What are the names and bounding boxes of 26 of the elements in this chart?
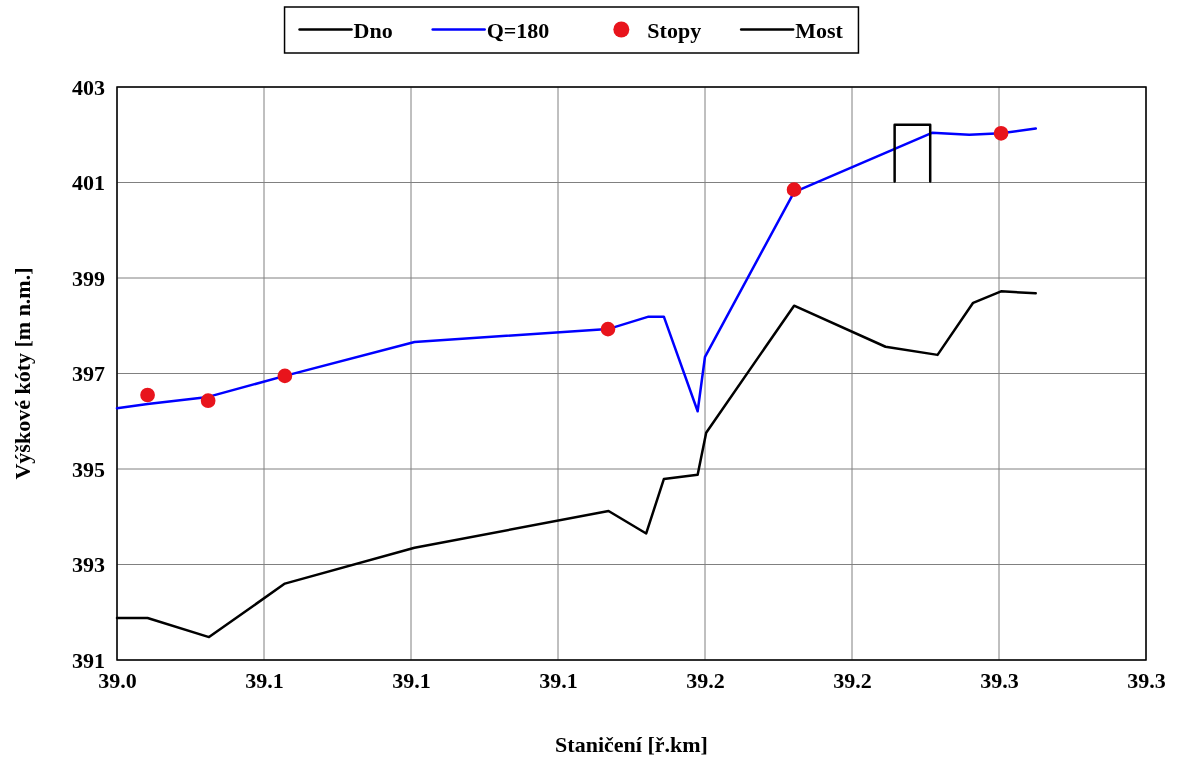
line-series	[115, 127, 1037, 413]
point	[277, 368, 293, 384]
legend-label: Most	[795, 17, 844, 43]
x-axis-title: Staničení [ř.km]	[555, 732, 708, 757]
x-tick-label: 39.3	[980, 667, 1019, 693]
y-tick-label: 395	[72, 456, 105, 482]
legend-label: Q=180	[486, 17, 550, 43]
y-tick-label: 393	[72, 552, 105, 578]
y-tick-label: 403	[72, 74, 105, 100]
legend-label: Stopy	[647, 17, 702, 43]
x-tick-label: 39.3	[1127, 667, 1166, 693]
point	[200, 393, 216, 409]
x-tick-label: 39.1	[245, 667, 284, 693]
x-tick-label: 39.1	[392, 667, 431, 693]
y-tick-label: 399	[72, 265, 105, 291]
point	[786, 182, 802, 197]
x-tick-label: 39.2	[686, 667, 725, 693]
point	[993, 125, 1009, 141]
legend-label: Dno	[353, 17, 393, 43]
y-tick-label: 401	[72, 170, 105, 196]
x-tick-label: 39.2	[833, 667, 872, 693]
point	[600, 321, 616, 337]
point	[140, 387, 155, 403]
x-tick-label: 39.1	[539, 667, 578, 693]
y-tick-label: 397	[72, 361, 105, 387]
y-axis-title: Výškové kóty [m n.m.]	[10, 267, 35, 480]
